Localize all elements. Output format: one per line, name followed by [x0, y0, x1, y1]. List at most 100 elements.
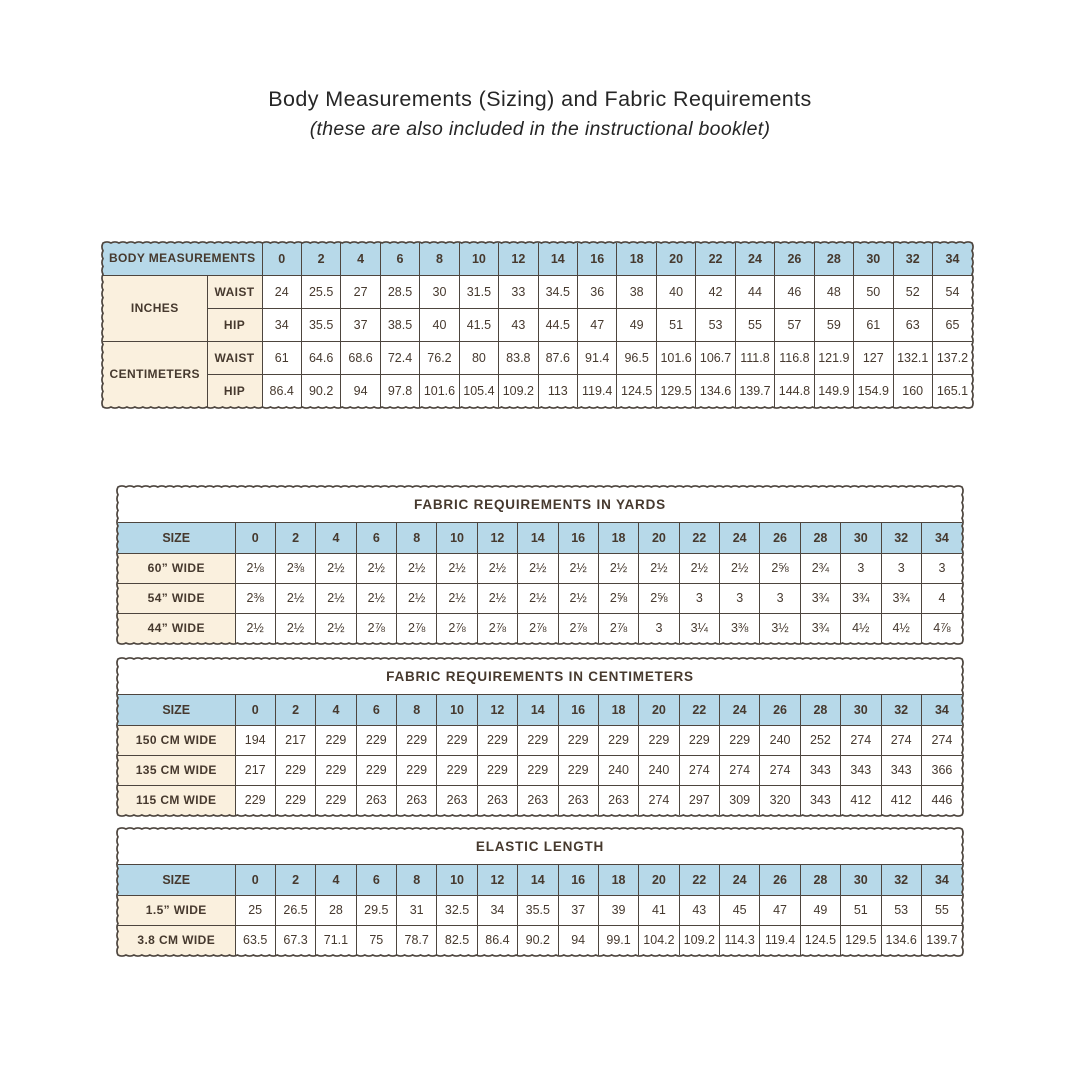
body-measurements-table-grid: BODY MEASUREMENTS 0 2 4 6 8 10 12 14 16 18 20 22 24 26… — [102, 242, 973, 408]
table-title: ELASTIC LENGTH — [117, 828, 963, 865]
value-cell: 240 — [638, 754, 680, 786]
value-cell: 61 — [261, 340, 302, 375]
value-cell: 2⅞ — [597, 612, 640, 644]
size-header-cell: 14 — [517, 693, 559, 726]
value-cell: 229 — [597, 724, 640, 756]
value-cell: 2⅞ — [557, 612, 599, 644]
size-header-cell: 28 — [799, 693, 842, 726]
row-label-cell: 60” WIDE — [117, 552, 236, 584]
table-title-row: FABRIC REQUIREMENTS IN YARDS — [117, 486, 963, 523]
value-cell: 38.5 — [379, 307, 421, 342]
value-cell: 31 — [395, 894, 438, 926]
value-cell: 64.6 — [300, 340, 342, 375]
row-label-cell: 1.5” WIDE — [117, 894, 236, 926]
size-header-cell: 28 — [799, 863, 842, 896]
size-header-cell: 24 — [718, 693, 761, 726]
value-cell: 65 — [931, 307, 973, 342]
value-cell: 2½ — [315, 552, 357, 584]
value-cell: 2½ — [234, 612, 276, 644]
size-header-cell: 34 — [920, 521, 963, 554]
value-cell: 82.5 — [436, 924, 478, 956]
value-cell: 30 — [419, 274, 460, 309]
value-cell: 2½ — [315, 612, 357, 644]
size-header-cell: 10 — [458, 242, 500, 276]
size-header-cell: 24 — [718, 863, 761, 896]
row-label-cell: 44” WIDE — [117, 612, 236, 644]
value-cell: 229 — [436, 754, 478, 786]
value-cell: 86.4 — [476, 924, 519, 956]
size-header-cell: 34 — [920, 863, 963, 896]
value-cell: 51 — [840, 894, 882, 926]
value-cell: 83.8 — [498, 340, 539, 375]
value-cell: 68.6 — [340, 340, 381, 375]
value-cell: 3¼ — [678, 612, 721, 644]
value-cell: 229 — [234, 784, 276, 816]
fabric-centimeters-table: FABRIC REQUIREMENTS IN CENTIMETERS SIZE 0 2… — [116, 657, 964, 817]
value-cell: 44 — [734, 274, 776, 309]
value-cell: 41 — [638, 894, 680, 926]
row-label-cell: 3.8 CM WIDE — [117, 924, 236, 956]
size-header-cell: 18 — [597, 863, 640, 896]
value-cell: 50 — [853, 274, 894, 309]
value-cell: 45 — [718, 894, 761, 926]
value-cell: 49 — [616, 307, 657, 342]
size-header-cell: 16 — [557, 521, 599, 554]
table-row: 3.8 CM WIDE 63.5 67.3 71.1 75 78.7 82.5 86.4 90.… — [117, 924, 963, 956]
size-header-cell: 20 — [638, 693, 680, 726]
value-cell: 47 — [759, 894, 801, 926]
value-cell: 119.4 — [759, 924, 801, 956]
value-cell: 2⅞ — [476, 612, 519, 644]
value-cell: 229 — [274, 754, 317, 786]
value-cell: 4 — [920, 582, 963, 614]
table-title-row: ELASTIC LENGTH — [117, 828, 963, 865]
value-cell: 124.5 — [799, 924, 842, 956]
value-cell: 2½ — [476, 552, 519, 584]
value-cell: 3 — [840, 552, 882, 584]
value-cell: 72.4 — [379, 340, 421, 375]
value-cell: 2⅜ — [274, 552, 317, 584]
value-cell: 127 — [853, 340, 894, 375]
value-cell: 3 — [638, 612, 680, 644]
value-cell: 106.7 — [695, 340, 736, 375]
value-cell: 52 — [892, 274, 933, 309]
table-title: FABRIC REQUIREMENTS IN CENTIMETERS — [117, 658, 963, 695]
value-cell: 2⅜ — [234, 582, 276, 614]
corner-cell: BODY MEASUREMENTS — [102, 242, 263, 276]
value-cell: 240 — [759, 724, 801, 756]
value-cell: 63.5 — [234, 924, 276, 956]
value-cell: 90.2 — [300, 373, 342, 408]
value-cell: 99.1 — [597, 924, 640, 956]
size-header-cell: 22 — [678, 863, 721, 896]
value-cell: 343 — [799, 754, 842, 786]
value-cell: 160 — [892, 373, 933, 408]
value-cell: 132.1 — [892, 340, 933, 375]
value-cell: 2⅞ — [436, 612, 478, 644]
value-cell: 229 — [718, 724, 761, 756]
value-cell: 53 — [695, 307, 736, 342]
value-cell: 37 — [340, 307, 381, 342]
value-cell: 2½ — [517, 582, 559, 614]
size-header-cell: 6 — [355, 521, 398, 554]
value-cell: 446 — [920, 784, 963, 816]
value-cell: 229 — [638, 724, 680, 756]
value-cell: 2⅛ — [234, 552, 276, 584]
size-header-cell: 2 — [274, 863, 317, 896]
value-cell: 229 — [274, 784, 317, 816]
value-cell: 101.6 — [655, 340, 697, 375]
value-cell: 2⅞ — [395, 612, 438, 644]
value-cell: 263 — [395, 784, 438, 816]
value-cell: 94 — [557, 924, 599, 956]
value-cell: 2⅞ — [355, 612, 398, 644]
value-cell: 111.8 — [734, 340, 776, 375]
value-cell: 37 — [557, 894, 599, 926]
document-header: Body Measurements (Sizing) and Fabric Re… — [0, 84, 1080, 143]
unit-group-label-cell: INCHES — [102, 274, 208, 342]
value-cell: 94 — [340, 373, 381, 408]
size-header-cell: 30 — [853, 242, 894, 276]
value-cell: 240 — [597, 754, 640, 786]
size-header-cell: 0 — [261, 242, 302, 276]
value-cell: 274 — [678, 754, 721, 786]
value-cell: 2½ — [436, 582, 478, 614]
measure-label-cell: WAIST — [206, 340, 263, 375]
value-cell: 114.3 — [718, 924, 761, 956]
